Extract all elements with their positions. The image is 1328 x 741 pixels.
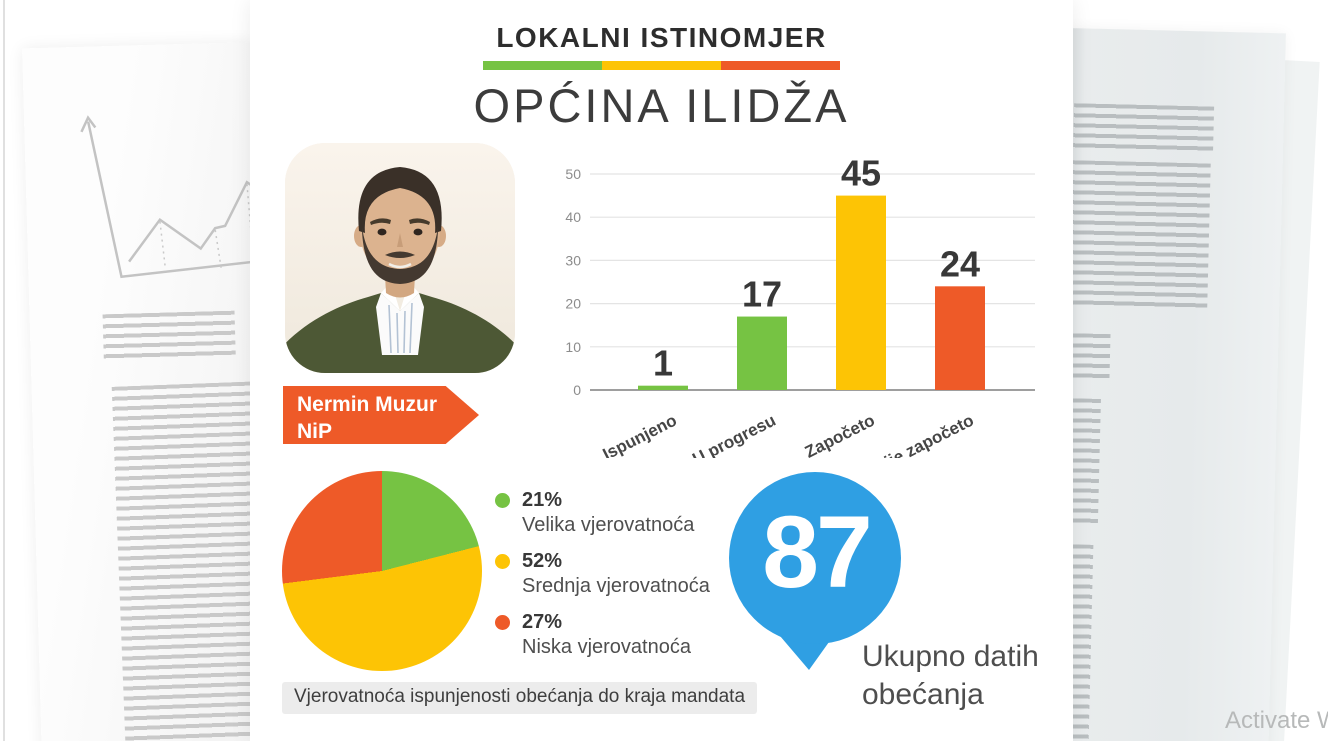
background-page-edge (3, 0, 5, 741)
svg-text:17: 17 (742, 274, 782, 315)
legend-percent: 21% (522, 489, 563, 511)
svg-text:50: 50 (565, 166, 581, 182)
svg-text:Ispunjeno: Ispunjeno (600, 411, 680, 458)
portrait-illustration (285, 143, 515, 373)
candidate-name: Nermin Muzur (297, 393, 438, 416)
total-promises-label: Ukupno datih obećanja (862, 640, 1039, 711)
legend-percent: 27% (522, 611, 563, 633)
legend-item: 52% Srednja vjerovatnoća (495, 550, 710, 598)
tricolor-segment (721, 61, 841, 70)
svg-text:40: 40 (565, 209, 581, 225)
brand-tricolor-bar (482, 61, 841, 70)
candidate-party: NiP (297, 420, 333, 444)
svg-text:0: 0 (573, 382, 581, 398)
page-title: OPĆINA ILIDŽA (473, 79, 850, 132)
candidate-banner: Nermin Muzur NiP (283, 386, 479, 444)
legend-dot (495, 554, 510, 569)
header: LOKALNI ISTINOMJER OPĆINA ILIDŽA (250, 22, 1073, 133)
legend-percent: 52% (522, 550, 563, 572)
activate-windows-watermark: Activate Win (1225, 707, 1328, 734)
svg-text:24: 24 (940, 243, 980, 284)
candidate-photo (285, 143, 515, 373)
promises-bar-chart: 0 10 20 30 40 50 1 Ispunjeno 17 U progresu 45 Započ… (565, 158, 1035, 458)
pie-legend: 21% Velika vjerovatnoća 52% Srednja vjerova… (495, 489, 710, 672)
svg-text:30: 30 (565, 252, 581, 268)
tricolor-segment (482, 61, 602, 70)
legend-item: 21% Velika vjerovatnoća (495, 489, 710, 537)
brand-title: LOKALNI ISTINOMJER (496, 22, 827, 53)
legend-item: 27% Niska vjerovatnoća (495, 611, 710, 659)
total-promises-badge: 87 (729, 472, 909, 672)
svg-text:U progresu: U progresu (689, 411, 778, 458)
total-promises-value: 87 (762, 495, 872, 609)
svg-text:10: 10 (565, 339, 581, 355)
legend-dot (495, 615, 510, 630)
tricolor-segment (601, 61, 722, 70)
legend-dot (495, 493, 510, 508)
pie-caption: Vjerovatnoća ispunjenosti obećanja do kr… (282, 682, 758, 714)
svg-text:45: 45 (841, 158, 881, 194)
pie-chart (282, 471, 482, 671)
svg-text:20: 20 (565, 296, 581, 312)
svg-text:Nije započeto: Nije započeto (871, 411, 977, 458)
legend-label: Niska vjerovatnoća (522, 636, 691, 658)
svg-text:Započeto: Započeto (802, 411, 878, 458)
legend-label: Velika vjerovatnoća (522, 514, 695, 536)
legend-label: Srednja vjerovatnoća (522, 575, 710, 597)
speech-bubble-icon (729, 472, 901, 670)
svg-text:1: 1 (653, 343, 673, 384)
